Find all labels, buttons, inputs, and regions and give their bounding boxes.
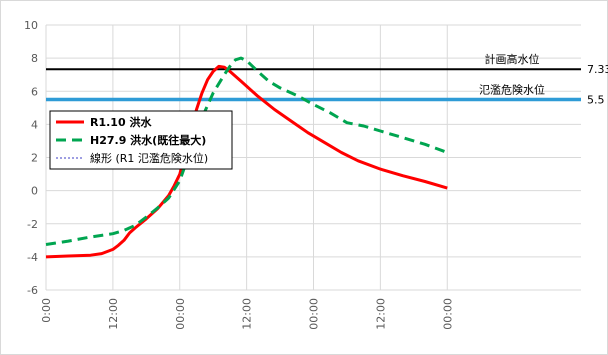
x-tick-label: 12:00 [374,298,387,330]
legend-entry: R1.10 洪水 [90,115,152,129]
reference-line-value: 7.33 [587,63,608,76]
y-tick-label: -2 [27,218,38,231]
y-tick-label: 4 [31,118,38,131]
x-tick-label: 12:00 [107,298,120,330]
series-line-0 [45,64,448,259]
legend-entry: H27.9 洪水(既往最大) [90,133,206,147]
x-tick-label: 00:00 [308,298,321,330]
y-tick-label: -6 [27,284,38,297]
reference-lines: 計画高水位 7.33 氾濫危険水位 5.5 [46,52,608,107]
data-series [45,56,448,259]
reference-line-label: 氾濫危険水位 [479,83,545,97]
reference-line-value: 5.5 [587,94,605,107]
y-tick-label: 6 [31,85,38,98]
x-tick-label: 12:00 [241,298,254,330]
y-axis-tick-labels: 10 8 6 4 2 0 -2 -4 -6 [24,19,38,297]
x-axis-tick-labels: 0:00 12:00 00:00 12:00 00:00 12:00 00:00 [40,298,454,330]
y-tick-label: 8 [31,52,38,65]
y-tick-label: 0 [31,185,38,198]
reference-line-label: 計画高水位 [485,52,540,66]
x-tick-label: 00:00 [441,298,454,330]
legend-entry: 線形 (R1 氾濫危険水位) [90,151,208,165]
series-line-1 [45,56,448,246]
y-tick-label: 10 [24,19,38,32]
y-tick-label: 2 [31,152,38,165]
legend: R1.10 洪水 H27.9 洪水(既往最大) 線形 (R1 氾濫危険水位) [49,110,233,170]
x-tick-label: 00:00 [174,298,187,330]
x-tick-label: 0:00 [40,298,53,323]
y-tick-label: -4 [27,251,38,264]
